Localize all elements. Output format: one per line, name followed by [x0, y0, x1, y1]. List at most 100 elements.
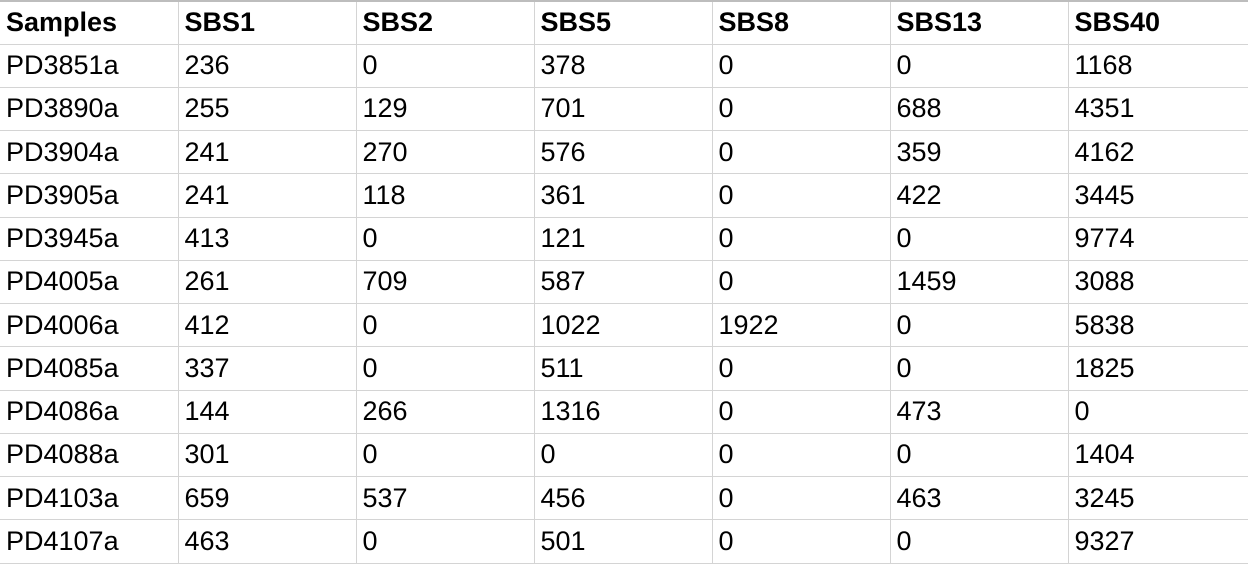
cell-sbs8[interactable]: 0	[712, 390, 891, 434]
cell-sbs8[interactable]: 0	[712, 346, 891, 391]
cell-sample[interactable]: PD3851a	[0, 44, 179, 88]
cell-sbs5[interactable]: 456	[534, 476, 713, 521]
cell-sbs8[interactable]: 0	[712, 476, 891, 521]
cell-sbs40[interactable]: 9774	[1068, 217, 1248, 261]
cell-sbs13[interactable]: 0	[890, 44, 1069, 88]
column-header-sbs8[interactable]: SBS8	[712, 2, 891, 45]
cell-sbs8[interactable]: 0	[712, 44, 891, 88]
cell-sample[interactable]: PD4085a	[0, 346, 179, 391]
cell-sbs13[interactable]: 422	[890, 173, 1069, 218]
cell-sample[interactable]: PD3904a	[0, 130, 179, 175]
cell-sbs2[interactable]: 0	[356, 519, 535, 564]
cell-sbs5[interactable]: 1316	[534, 390, 713, 434]
cell-sbs8[interactable]: 0	[712, 433, 891, 478]
cell-sbs1[interactable]: 241	[178, 173, 357, 218]
cell-sbs2[interactable]: 0	[356, 217, 535, 261]
cell-sbs8[interactable]: 0	[712, 173, 891, 218]
cell-sbs13[interactable]: 688	[890, 87, 1069, 132]
cell-sbs2[interactable]: 129	[356, 87, 535, 132]
cell-sbs2[interactable]: 537	[356, 476, 535, 521]
cell-sbs2[interactable]: 270	[356, 130, 535, 175]
cell-sbs40[interactable]: 3088	[1068, 260, 1248, 305]
cell-sample[interactable]: PD3905a	[0, 173, 179, 218]
cell-sbs2[interactable]: 0	[356, 346, 535, 391]
cell-sbs5[interactable]: 361	[534, 173, 713, 218]
cell-sbs5[interactable]: 501	[534, 519, 713, 564]
cell-sbs5[interactable]: 1022	[534, 303, 713, 348]
table-row: PD4085a 337 0 511 0 0 1825	[0, 346, 1248, 391]
cell-sbs2[interactable]: 0	[356, 433, 535, 478]
cell-sbs5[interactable]: 0	[534, 433, 713, 478]
cell-sbs8[interactable]: 0	[712, 260, 891, 305]
cell-sbs2[interactable]: 118	[356, 173, 535, 218]
cell-sbs2[interactable]: 709	[356, 260, 535, 305]
table-row: PD4088a 301 0 0 0 0 1404	[0, 433, 1248, 478]
cell-sbs13[interactable]: 0	[890, 303, 1069, 348]
cell-sbs40[interactable]: 4351	[1068, 87, 1248, 132]
cell-sbs2[interactable]: 0	[356, 44, 535, 88]
column-header-sbs5[interactable]: SBS5	[534, 2, 713, 45]
cell-sbs40[interactable]: 1168	[1068, 44, 1248, 88]
cell-sample[interactable]: PD4103a	[0, 476, 179, 521]
cell-sbs1[interactable]: 413	[178, 217, 357, 261]
cell-sbs2[interactable]: 0	[356, 303, 535, 348]
cell-sbs8[interactable]: 1922	[712, 303, 891, 348]
cell-sbs1[interactable]: 236	[178, 44, 357, 88]
cell-sbs5[interactable]: 378	[534, 44, 713, 88]
column-header-sbs13[interactable]: SBS13	[890, 2, 1069, 45]
column-header-sbs1[interactable]: SBS1	[178, 2, 357, 45]
table-row: PD3851a 236 0 378 0 0 1168	[0, 44, 1248, 88]
cell-sbs1[interactable]: 337	[178, 346, 357, 391]
cell-sbs8[interactable]: 0	[712, 217, 891, 261]
cell-sbs13[interactable]: 1459	[890, 260, 1069, 305]
cell-sbs5[interactable]: 121	[534, 217, 713, 261]
cell-sample[interactable]: PD4086a	[0, 390, 179, 434]
cell-sbs13[interactable]: 0	[890, 519, 1069, 564]
cell-sbs40[interactable]: 9327	[1068, 519, 1248, 564]
cell-sbs1[interactable]: 301	[178, 433, 357, 478]
cell-sbs5[interactable]: 511	[534, 346, 713, 391]
table-row: PD4005a 261 709 587 0 1459 3088	[0, 260, 1248, 305]
column-header-sbs40[interactable]: SBS40	[1068, 2, 1248, 45]
cell-sbs5[interactable]: 576	[534, 130, 713, 175]
cell-sbs40[interactable]: 1825	[1068, 346, 1248, 391]
cell-sbs13[interactable]: 473	[890, 390, 1069, 434]
cell-sbs1[interactable]: 261	[178, 260, 357, 305]
cell-sbs1[interactable]: 412	[178, 303, 357, 348]
cell-sample[interactable]: PD4088a	[0, 433, 179, 478]
cell-sbs8[interactable]: 0	[712, 130, 891, 175]
cell-sbs40[interactable]: 1404	[1068, 433, 1248, 478]
cell-sbs1[interactable]: 463	[178, 519, 357, 564]
table-row: PD4103a 659 537 456 0 463 3245	[0, 476, 1248, 521]
cell-sbs2[interactable]: 266	[356, 390, 535, 434]
cell-sample[interactable]: PD4006a	[0, 303, 179, 348]
cell-sbs40[interactable]: 0	[1068, 390, 1248, 434]
cell-sample[interactable]: PD4005a	[0, 260, 179, 305]
cell-sbs13[interactable]: 0	[890, 433, 1069, 478]
cell-sbs13[interactable]: 359	[890, 130, 1069, 175]
header-row: Samples SBS1 SBS2 SBS5 SBS8 SBS13 SBS40	[0, 2, 1248, 45]
cell-sbs1[interactable]: 659	[178, 476, 357, 521]
cell-sample[interactable]: PD3945a	[0, 217, 179, 261]
table-row: PD3945a 413 0 121 0 0 9774	[0, 217, 1248, 261]
column-header-sbs2[interactable]: SBS2	[356, 2, 535, 45]
cell-sample[interactable]: PD3890a	[0, 87, 179, 132]
cell-sbs40[interactable]: 5838	[1068, 303, 1248, 348]
cell-sbs8[interactable]: 0	[712, 519, 891, 564]
cell-sbs40[interactable]: 3245	[1068, 476, 1248, 521]
cell-sbs1[interactable]: 144	[178, 390, 357, 434]
cell-sbs40[interactable]: 3445	[1068, 173, 1248, 218]
cell-sbs8[interactable]: 0	[712, 87, 891, 132]
cell-sbs13[interactable]: 463	[890, 476, 1069, 521]
cell-sbs13[interactable]: 0	[890, 346, 1069, 391]
column-header-samples[interactable]: Samples	[0, 2, 179, 45]
cell-sample[interactable]: PD4107a	[0, 519, 179, 564]
cell-sbs1[interactable]: 255	[178, 87, 357, 132]
cell-sbs5[interactable]: 701	[534, 87, 713, 132]
cell-sbs13[interactable]: 0	[890, 217, 1069, 261]
table-row: PD3904a 241 270 576 0 359 4162	[0, 130, 1248, 175]
cell-sbs40[interactable]: 4162	[1068, 130, 1248, 175]
cell-sbs5[interactable]: 587	[534, 260, 713, 305]
cell-sbs1[interactable]: 241	[178, 130, 357, 175]
